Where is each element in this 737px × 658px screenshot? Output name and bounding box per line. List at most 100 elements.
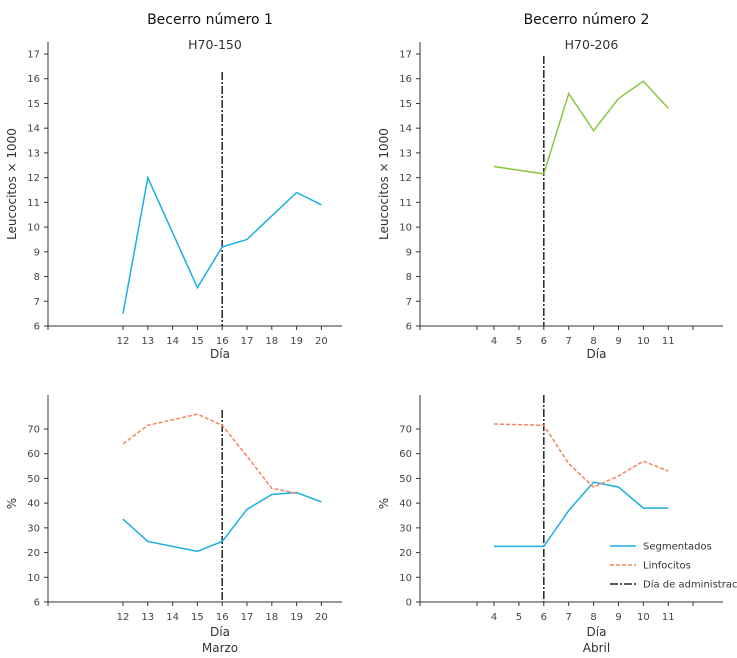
chart-panel-4: 0 10 20 30 40 50 60 70 4 5 6 7 8 9 10 11 Día Abril% Segmen… (377, 395, 737, 655)
x-tick-label: 6 (541, 612, 547, 623)
y-tick-label: 15 (27, 99, 40, 110)
x-tick-label: 15 (191, 336, 204, 347)
x-tick-label: 14 (166, 612, 179, 623)
y-tick-label: 12 (27, 173, 40, 184)
y-tick-label: 10 (27, 223, 40, 234)
x-tick-label: 18 (265, 336, 278, 347)
x-tick-label: 20 (315, 612, 328, 623)
x-tick-label: 7 (566, 612, 572, 623)
x-tick-label: 15 (191, 612, 204, 623)
x-tick-label: 19 (290, 612, 303, 623)
chart-title: Becerro número 2 (524, 12, 650, 28)
x-tick-label: 17 (241, 336, 254, 347)
x-tick-label: 9 (615, 336, 621, 347)
x-axis-label: Día (587, 625, 607, 639)
chart-title: Becerro número 1 (147, 12, 273, 28)
series-line-leucocitos (493, 80, 669, 175)
y-tick-label: 50 (27, 474, 40, 485)
legend: Segmentados Linfocitos Día de administraci… (610, 542, 737, 591)
y-axis-label: % (5, 498, 19, 509)
y-axis-label: % (377, 498, 391, 509)
x-tick-label: 18 (265, 612, 278, 623)
y-tick-label: 70 (27, 425, 40, 436)
y-tick-label: 9 (34, 247, 40, 258)
y-tick-label: 13 (399, 148, 412, 159)
y-tick-label: 8 (34, 272, 40, 283)
y-tick-label: 60 (399, 449, 412, 460)
y-tick-label: 7 (34, 297, 40, 308)
y-tick-label: 30 (27, 523, 40, 534)
y-tick-label: 0 (406, 598, 412, 609)
y-tick-label: 17 (399, 50, 412, 61)
chart-panel-2: 6 7 8 9 10 11 12 13 14 15 16 17 4 5 6 7 8 9 10 11 Becerro nú… (377, 12, 723, 361)
x-tick-label: 4 (491, 612, 497, 623)
x-tick-label: 5 (516, 612, 522, 623)
x-tick-label: 20 (315, 336, 328, 347)
y-tick-label: 60 (27, 449, 40, 460)
chart-subtitle: H70-206 (565, 37, 619, 52)
x-tick-label: 16 (216, 336, 229, 347)
y-tick-label: 14 (27, 124, 40, 135)
x-tick-label: 9 (615, 612, 621, 623)
y-tick-label: 10 (399, 573, 412, 584)
x-tick-label: 8 (590, 612, 596, 623)
x-tick-label: 11 (662, 612, 675, 623)
y-tick-label: 20 (27, 548, 40, 559)
y-tick-label: 13 (27, 148, 40, 159)
y-tick-label: 17 (27, 50, 40, 61)
month-label: Marzo (202, 641, 238, 655)
x-tick-label: 19 (290, 336, 303, 347)
y-tick-label: 7 (406, 297, 412, 308)
y-tick-label: 6 (34, 322, 40, 333)
x-axis-label: Día (587, 347, 607, 361)
chart-panel-3: 6 10 20 30 40 50 60 70 12 13 14 15 16 17 18 19 20 Día Marz… (5, 395, 342, 655)
x-tick-label: 12 (117, 336, 130, 347)
series-line-linfocitos (122, 413, 297, 494)
y-tick-label: 8 (406, 272, 412, 283)
y-tick-label: 40 (399, 499, 412, 510)
legend-label: Segmentados (643, 542, 712, 553)
x-tick-label: 11 (662, 336, 675, 347)
series-line-leucocitos (122, 175, 322, 314)
x-tick-label: 6 (541, 336, 547, 347)
y-tick-label: 12 (399, 173, 412, 184)
x-tick-label: 10 (637, 336, 650, 347)
x-tick-label: 13 (141, 612, 154, 623)
chart-subtitle: H70-150 (188, 37, 242, 52)
y-tick-label: 40 (27, 499, 40, 510)
y-tick-label: 10 (27, 573, 40, 584)
x-tick-label: 4 (491, 336, 497, 347)
y-tick-label: 16 (27, 74, 40, 85)
y-tick-label: 50 (399, 474, 412, 485)
y-tick-label: 70 (399, 425, 412, 436)
x-tick-label: 16 (216, 612, 229, 623)
y-tick-label: 10 (399, 223, 412, 234)
y-tick-label: 11 (27, 198, 40, 209)
x-tick-label: 10 (637, 612, 650, 623)
x-axis-label: Día (210, 347, 230, 361)
x-tick-label: 12 (117, 612, 130, 623)
y-tick-label: 9 (406, 247, 412, 258)
y-tick-label: 16 (399, 74, 412, 85)
month-label: Abril (583, 641, 610, 655)
y-tick-label: 14 (399, 124, 412, 135)
series-line-linfocitos (493, 423, 669, 488)
x-tick-label: 7 (566, 336, 572, 347)
x-tick-label: 5 (516, 336, 522, 347)
x-tick-label: 17 (241, 612, 254, 623)
x-tick-label: 13 (141, 336, 154, 347)
y-tick-label: 20 (399, 548, 412, 559)
x-tick-label: 14 (166, 336, 179, 347)
x-tick-label: 8 (590, 336, 596, 347)
legend-label: Linfocitos (643, 561, 691, 572)
x-axis-label: Día (210, 625, 230, 639)
y-tick-label: 11 (399, 198, 412, 209)
chart-panel-1: 6 7 8 9 10 11 12 13 14 15 16 17 12 13 14 15 16 17 18 19 20 Be… (5, 12, 342, 361)
y-axis-label: Leucocitos × 1000 (377, 128, 391, 240)
y-tick-label: 15 (399, 99, 412, 110)
y-tick-label: 30 (399, 523, 412, 534)
y-axis-label: Leucocitos × 1000 (5, 128, 19, 240)
y-tick-label: 6 (406, 322, 412, 333)
y-tick-label: 6 (34, 598, 40, 609)
